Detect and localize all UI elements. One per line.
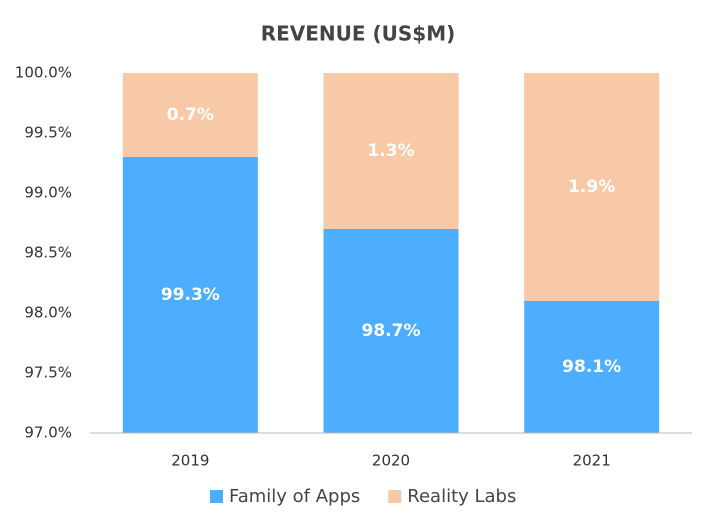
y-tick-label: 98.0% <box>24 304 72 322</box>
data-label: 0.7% <box>167 105 214 125</box>
data-label: 1.9% <box>568 177 615 197</box>
legend-swatch <box>388 490 402 503</box>
bar-segment <box>323 229 459 433</box>
bar-segment <box>122 157 258 433</box>
y-tick-label: 98.5% <box>24 244 72 262</box>
y-tick-label: 97.0% <box>24 424 72 442</box>
chart-title: REVENUE (US$M) <box>261 22 456 46</box>
y-tick-label: 99.0% <box>24 184 72 202</box>
x-tick-label: 2020 <box>372 452 410 470</box>
bar-segment <box>122 73 258 157</box>
legend-label: Reality Labs <box>407 486 516 507</box>
legend-label: Family of Apps <box>229 486 360 507</box>
data-label: 98.7% <box>362 321 421 341</box>
data-label: 1.3% <box>367 141 414 161</box>
y-tick-label: 100.0% <box>15 64 72 82</box>
bar-segment <box>323 73 459 229</box>
legend-swatch <box>210 490 223 503</box>
data-label: 98.1% <box>562 357 621 377</box>
data-label: 99.3% <box>161 285 220 305</box>
y-tick-label: 99.5% <box>24 124 72 142</box>
x-tick-label: 2019 <box>171 452 209 470</box>
bar-segment <box>524 301 660 433</box>
y-tick-label: 97.5% <box>24 364 72 382</box>
x-tick-label: 2021 <box>573 452 611 470</box>
bar-segment <box>524 73 660 301</box>
